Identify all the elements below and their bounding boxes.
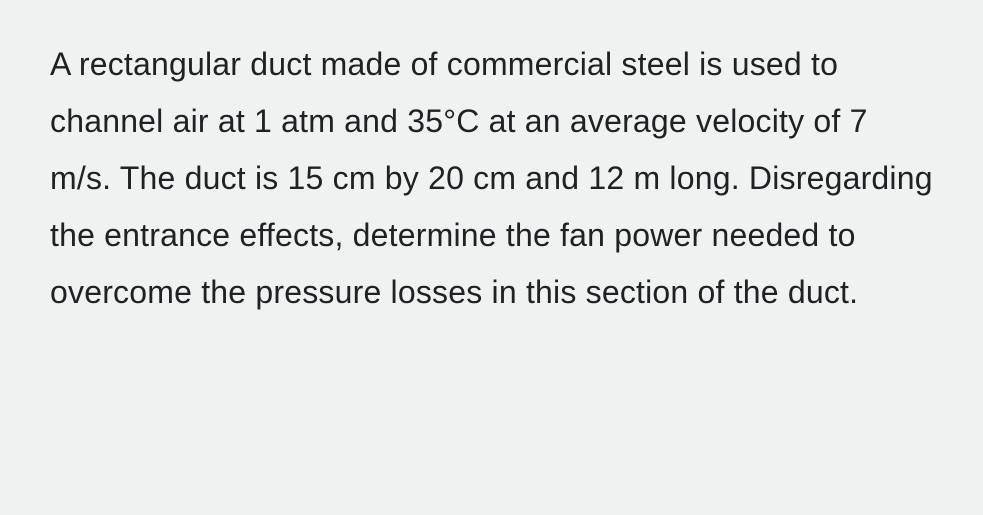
- problem-statement: A rectangular duct made of commercial st…: [50, 36, 933, 321]
